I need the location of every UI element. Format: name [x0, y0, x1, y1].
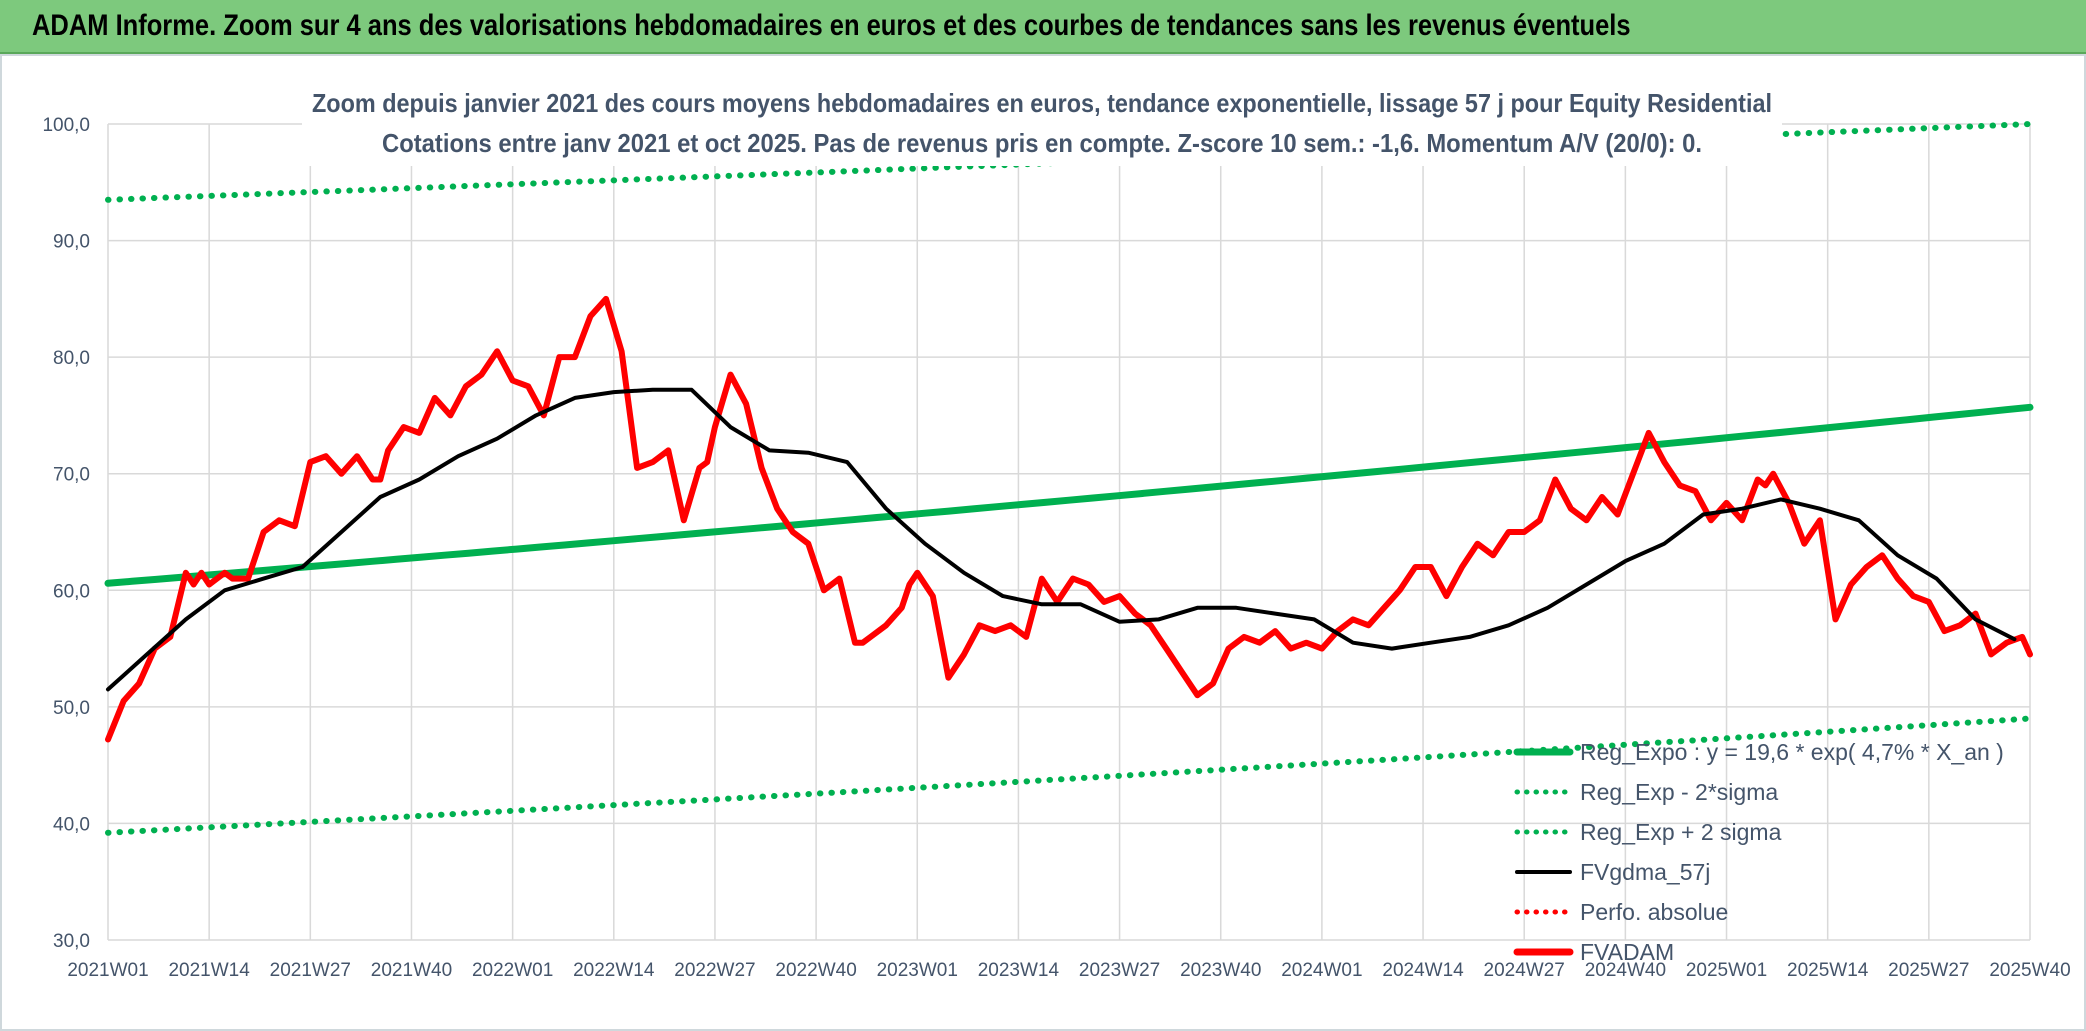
x-tick-label: 2025W14 — [1787, 960, 1869, 981]
reg-upper-band — [105, 121, 2033, 203]
series-layer — [104, 121, 2034, 836]
x-tick-label: 2023W40 — [1180, 960, 1261, 981]
axis-ticks: 30,0 40,0 50,0 60,0 70,0 80,0 90,0 100,0 2021W01… — [42, 115, 2070, 981]
x-tick-label: 2025W01 — [1686, 960, 1767, 981]
x-tick-label: 2025W27 — [1888, 960, 1969, 981]
x-tick-label: 2021W01 — [67, 960, 148, 981]
fvgdma-57j-line — [106, 387, 2017, 692]
chart-subtitle: Cotations entre janv 2021 et oct 2025. P… — [382, 128, 1702, 158]
x-tick-label: 2021W40 — [371, 960, 452, 981]
legend: Reg_Expo : y = 19,6 * exp( 4,7% * X_an )… — [1513, 739, 2004, 965]
y-tick-label: 100,0 — [42, 115, 90, 136]
y-tick-label: 60,0 — [53, 581, 90, 602]
x-tick-label: 2022W40 — [775, 960, 856, 981]
x-tick-label: 2023W01 — [877, 960, 958, 981]
x-tick-label: 2024W14 — [1382, 960, 1464, 981]
y-tick-label: 80,0 — [53, 348, 90, 369]
reg-expo-line — [104, 403, 2034, 587]
chart: 30,0 40,0 50,0 60,0 70,0 80,0 90,0 100,0 2021W01… — [42, 74, 2071, 981]
y-tick-label: 30,0 — [53, 931, 90, 952]
legend-label-lower: Reg_Exp - 2*sigma — [1580, 779, 1778, 805]
page-title: ADAM Informe. Zoom sur 4 ans des valoris… — [32, 9, 1631, 42]
legend-label-price: FVADAM — [1580, 939, 1674, 965]
title-background — [302, 74, 1782, 166]
x-tick-label: 2021W27 — [270, 960, 351, 981]
x-tick-label: 2024W27 — [1484, 960, 1565, 981]
y-tick-label: 50,0 — [53, 698, 90, 719]
x-tick-label: 2022W14 — [573, 960, 655, 981]
y-tick-label: 70,0 — [53, 465, 90, 486]
x-tick-label: 2024W40 — [1585, 960, 1666, 981]
header-bar: ADAM Informe. Zoom sur 4 ans des valoris… — [0, 0, 2086, 54]
reg-lower-band — [105, 715, 2033, 836]
x-tick-label: 2021W14 — [168, 960, 250, 981]
chart-title: Zoom depuis janvier 2021 des cours moyen… — [312, 88, 1772, 118]
legend-label-smooth: FVgdma_57j — [1580, 859, 1710, 885]
x-tick-label: 2023W14 — [978, 960, 1060, 981]
x-tick-label: 2023W27 — [1079, 960, 1160, 981]
y-tick-label: 40,0 — [53, 814, 90, 835]
legend-label-perf: Perfo. absolue — [1580, 899, 1728, 925]
x-tick-label: 2022W27 — [674, 960, 755, 981]
legend-label-upper: Reg_Exp + 2 sigma — [1580, 819, 1782, 845]
legend-label-reg: Reg_Expo : y = 19,6 * exp( 4,7% * X_an ) — [1580, 739, 2004, 765]
chart-titles: Zoom depuis janvier 2021 des cours moyen… — [302, 74, 1782, 166]
fvadam-line — [105, 295, 2033, 743]
x-tick-label: 2024W01 — [1281, 960, 1362, 981]
x-tick-label: 2022W01 — [472, 960, 553, 981]
chart-frame: 30,0 40,0 50,0 60,0 70,0 80,0 90,0 100,0 2021W01… — [0, 54, 2086, 1031]
x-tick-label: 2025W40 — [1989, 960, 2070, 981]
y-tick-label: 90,0 — [53, 232, 90, 253]
